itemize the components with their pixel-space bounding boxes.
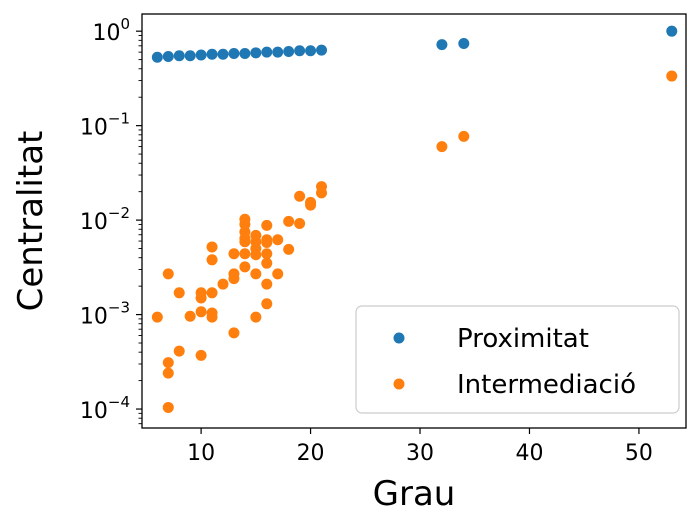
data-point xyxy=(261,46,273,58)
data-point xyxy=(173,50,185,62)
x-axis-ticks: 10 20 30 40 50 xyxy=(187,428,653,466)
data-point xyxy=(173,345,185,357)
data-point xyxy=(436,141,448,153)
data-point xyxy=(261,236,273,248)
x-tick-label: 30 xyxy=(406,441,434,466)
x-tick-label: 20 xyxy=(297,441,325,466)
data-point xyxy=(272,234,284,246)
data-point xyxy=(250,268,262,280)
data-point xyxy=(316,187,328,199)
x-axis-label: Grau xyxy=(373,474,456,510)
x-tick-label: 10 xyxy=(187,441,215,466)
y-tick-label: 10−1 xyxy=(80,110,130,141)
legend-frame xyxy=(355,305,680,414)
y-tick-label: 10−2 xyxy=(80,204,130,235)
data-point xyxy=(184,310,196,322)
legend-label-intermediacio: Intermediació xyxy=(457,370,636,400)
y-tick-label: 10−3 xyxy=(80,299,130,330)
data-point xyxy=(283,215,295,227)
data-point xyxy=(162,50,174,62)
data-point xyxy=(436,39,448,51)
y-axis-label: Centralitat xyxy=(11,131,51,312)
legend: Proximitat Intermediació xyxy=(355,305,680,414)
data-point xyxy=(239,236,251,248)
points-layer xyxy=(151,25,678,413)
data-point xyxy=(261,248,273,260)
data-point xyxy=(239,261,251,273)
legend-marker-proximitat xyxy=(393,332,405,344)
data-point xyxy=(151,51,163,63)
plot-frame xyxy=(141,13,687,429)
data-point xyxy=(458,130,470,142)
data-point xyxy=(261,298,273,310)
data-point xyxy=(206,48,218,60)
data-point xyxy=(162,268,174,280)
data-point xyxy=(239,248,251,260)
data-point xyxy=(195,49,207,61)
data-point xyxy=(228,273,240,285)
legend-marker-intermediacio xyxy=(393,378,405,390)
data-point xyxy=(261,219,273,231)
data-point xyxy=(666,70,678,82)
data-point xyxy=(206,241,218,253)
data-point xyxy=(162,357,174,369)
data-point xyxy=(261,278,273,290)
data-point xyxy=(162,367,174,379)
data-point xyxy=(228,327,240,339)
data-point xyxy=(195,292,207,304)
data-point xyxy=(250,311,262,323)
legend-label-proximitat: Proximitat xyxy=(457,324,589,354)
data-point xyxy=(272,268,284,280)
data-point xyxy=(305,45,317,57)
data-point xyxy=(195,349,207,361)
data-point xyxy=(666,25,678,37)
data-point xyxy=(305,199,317,211)
data-point xyxy=(206,287,218,299)
data-point xyxy=(206,311,218,323)
data-point xyxy=(195,306,207,318)
series-0 xyxy=(151,25,678,63)
data-point xyxy=(217,278,229,290)
data-point xyxy=(228,48,240,60)
data-point xyxy=(283,45,295,57)
data-point xyxy=(162,401,174,413)
data-point xyxy=(316,44,328,56)
x-tick-label: 50 xyxy=(625,441,653,466)
data-point xyxy=(283,243,295,255)
y-tick-label: 10−4 xyxy=(80,393,130,424)
data-point xyxy=(206,254,218,266)
series-1 xyxy=(151,70,678,413)
data-point xyxy=(250,47,262,59)
y-axis-ticks: 100 10−1 10−2 10−3 10−4 xyxy=(80,15,142,425)
data-point xyxy=(151,311,163,323)
data-point xyxy=(173,287,185,299)
data-point xyxy=(261,257,273,269)
data-point xyxy=(239,48,251,60)
data-point xyxy=(294,218,306,230)
data-point xyxy=(458,38,470,50)
data-point xyxy=(217,48,229,60)
data-point xyxy=(250,249,262,261)
data-point xyxy=(272,46,284,58)
data-point xyxy=(228,248,240,260)
data-point xyxy=(184,50,196,62)
data-point xyxy=(294,190,306,202)
x-tick-label: 40 xyxy=(515,441,543,466)
data-point xyxy=(294,45,306,57)
y-tick-label: 100 xyxy=(92,15,130,46)
